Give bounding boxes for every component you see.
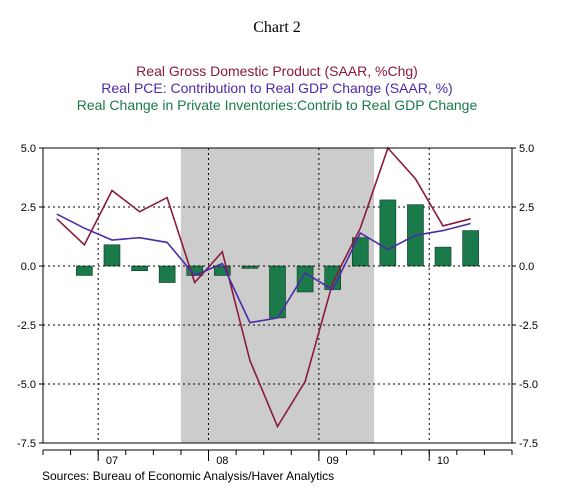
x-year-label-08: 08: [216, 455, 228, 467]
bar-inventories-2009Q3: [379, 199, 397, 267]
bar-inventories-2007Q3: [158, 265, 176, 283]
y-tick-label-right: -5.0: [519, 379, 538, 391]
plot-frame: [42, 147, 513, 444]
y-tick-label-right: 2.5: [519, 202, 534, 214]
bar-inventories-2008Q4: [296, 265, 314, 293]
y-tick-label-left: 0.0: [21, 261, 36, 273]
x-year-label-09: 09: [327, 455, 339, 467]
bar-inventories-2009Q2: [351, 237, 369, 267]
x-year-label-07: 07: [106, 455, 118, 467]
bar-inventories-2006Q4: [76, 265, 93, 276]
y-tick-label-left: -7.5: [17, 438, 36, 450]
bar-inventories-2010Q2: [462, 230, 479, 267]
source-note: Sources: Bureau of Economic Analysis/Hav…: [42, 469, 334, 483]
bar-inventories-2007Q2: [131, 265, 148, 272]
line-gdp: [56, 146, 471, 429]
legend-inventories: Real Change in Private Inventories:Contr…: [77, 97, 478, 113]
y-tick-label-right: -7.5: [519, 438, 538, 450]
bar-inventories-2008Q1: [214, 265, 231, 276]
y-tick-label-right: -2.5: [519, 320, 538, 332]
plot-area: 5.0 5.0 2.5 2.5 0.0 0.0 -2.5 -2.5 -5.0 -5.0 -7.5 -7…: [17, 143, 538, 467]
legend-pce: Real PCE: Contribution to Real GDP Chang…: [101, 80, 452, 96]
y-tick-label-left: 5.0: [21, 143, 36, 155]
bar-inventories-2010Q1: [434, 246, 452, 267]
bar-inventories-2007Q1: [103, 244, 121, 267]
y-tick-label-right: 0.0: [519, 261, 534, 273]
y-tick-label-left: -5.0: [17, 379, 36, 391]
x-year-label-10: 10: [437, 455, 449, 467]
legend-gdp: Real Gross Domestic Product (SAAR, %Chg): [136, 63, 418, 79]
y-tick-label-left: -2.5: [17, 320, 36, 332]
y-tick-label-right: 5.0: [519, 143, 534, 155]
chart-title: Chart 2: [253, 19, 301, 36]
line-pce: [56, 213, 471, 324]
y-tick-label-left: 2.5: [21, 202, 36, 214]
